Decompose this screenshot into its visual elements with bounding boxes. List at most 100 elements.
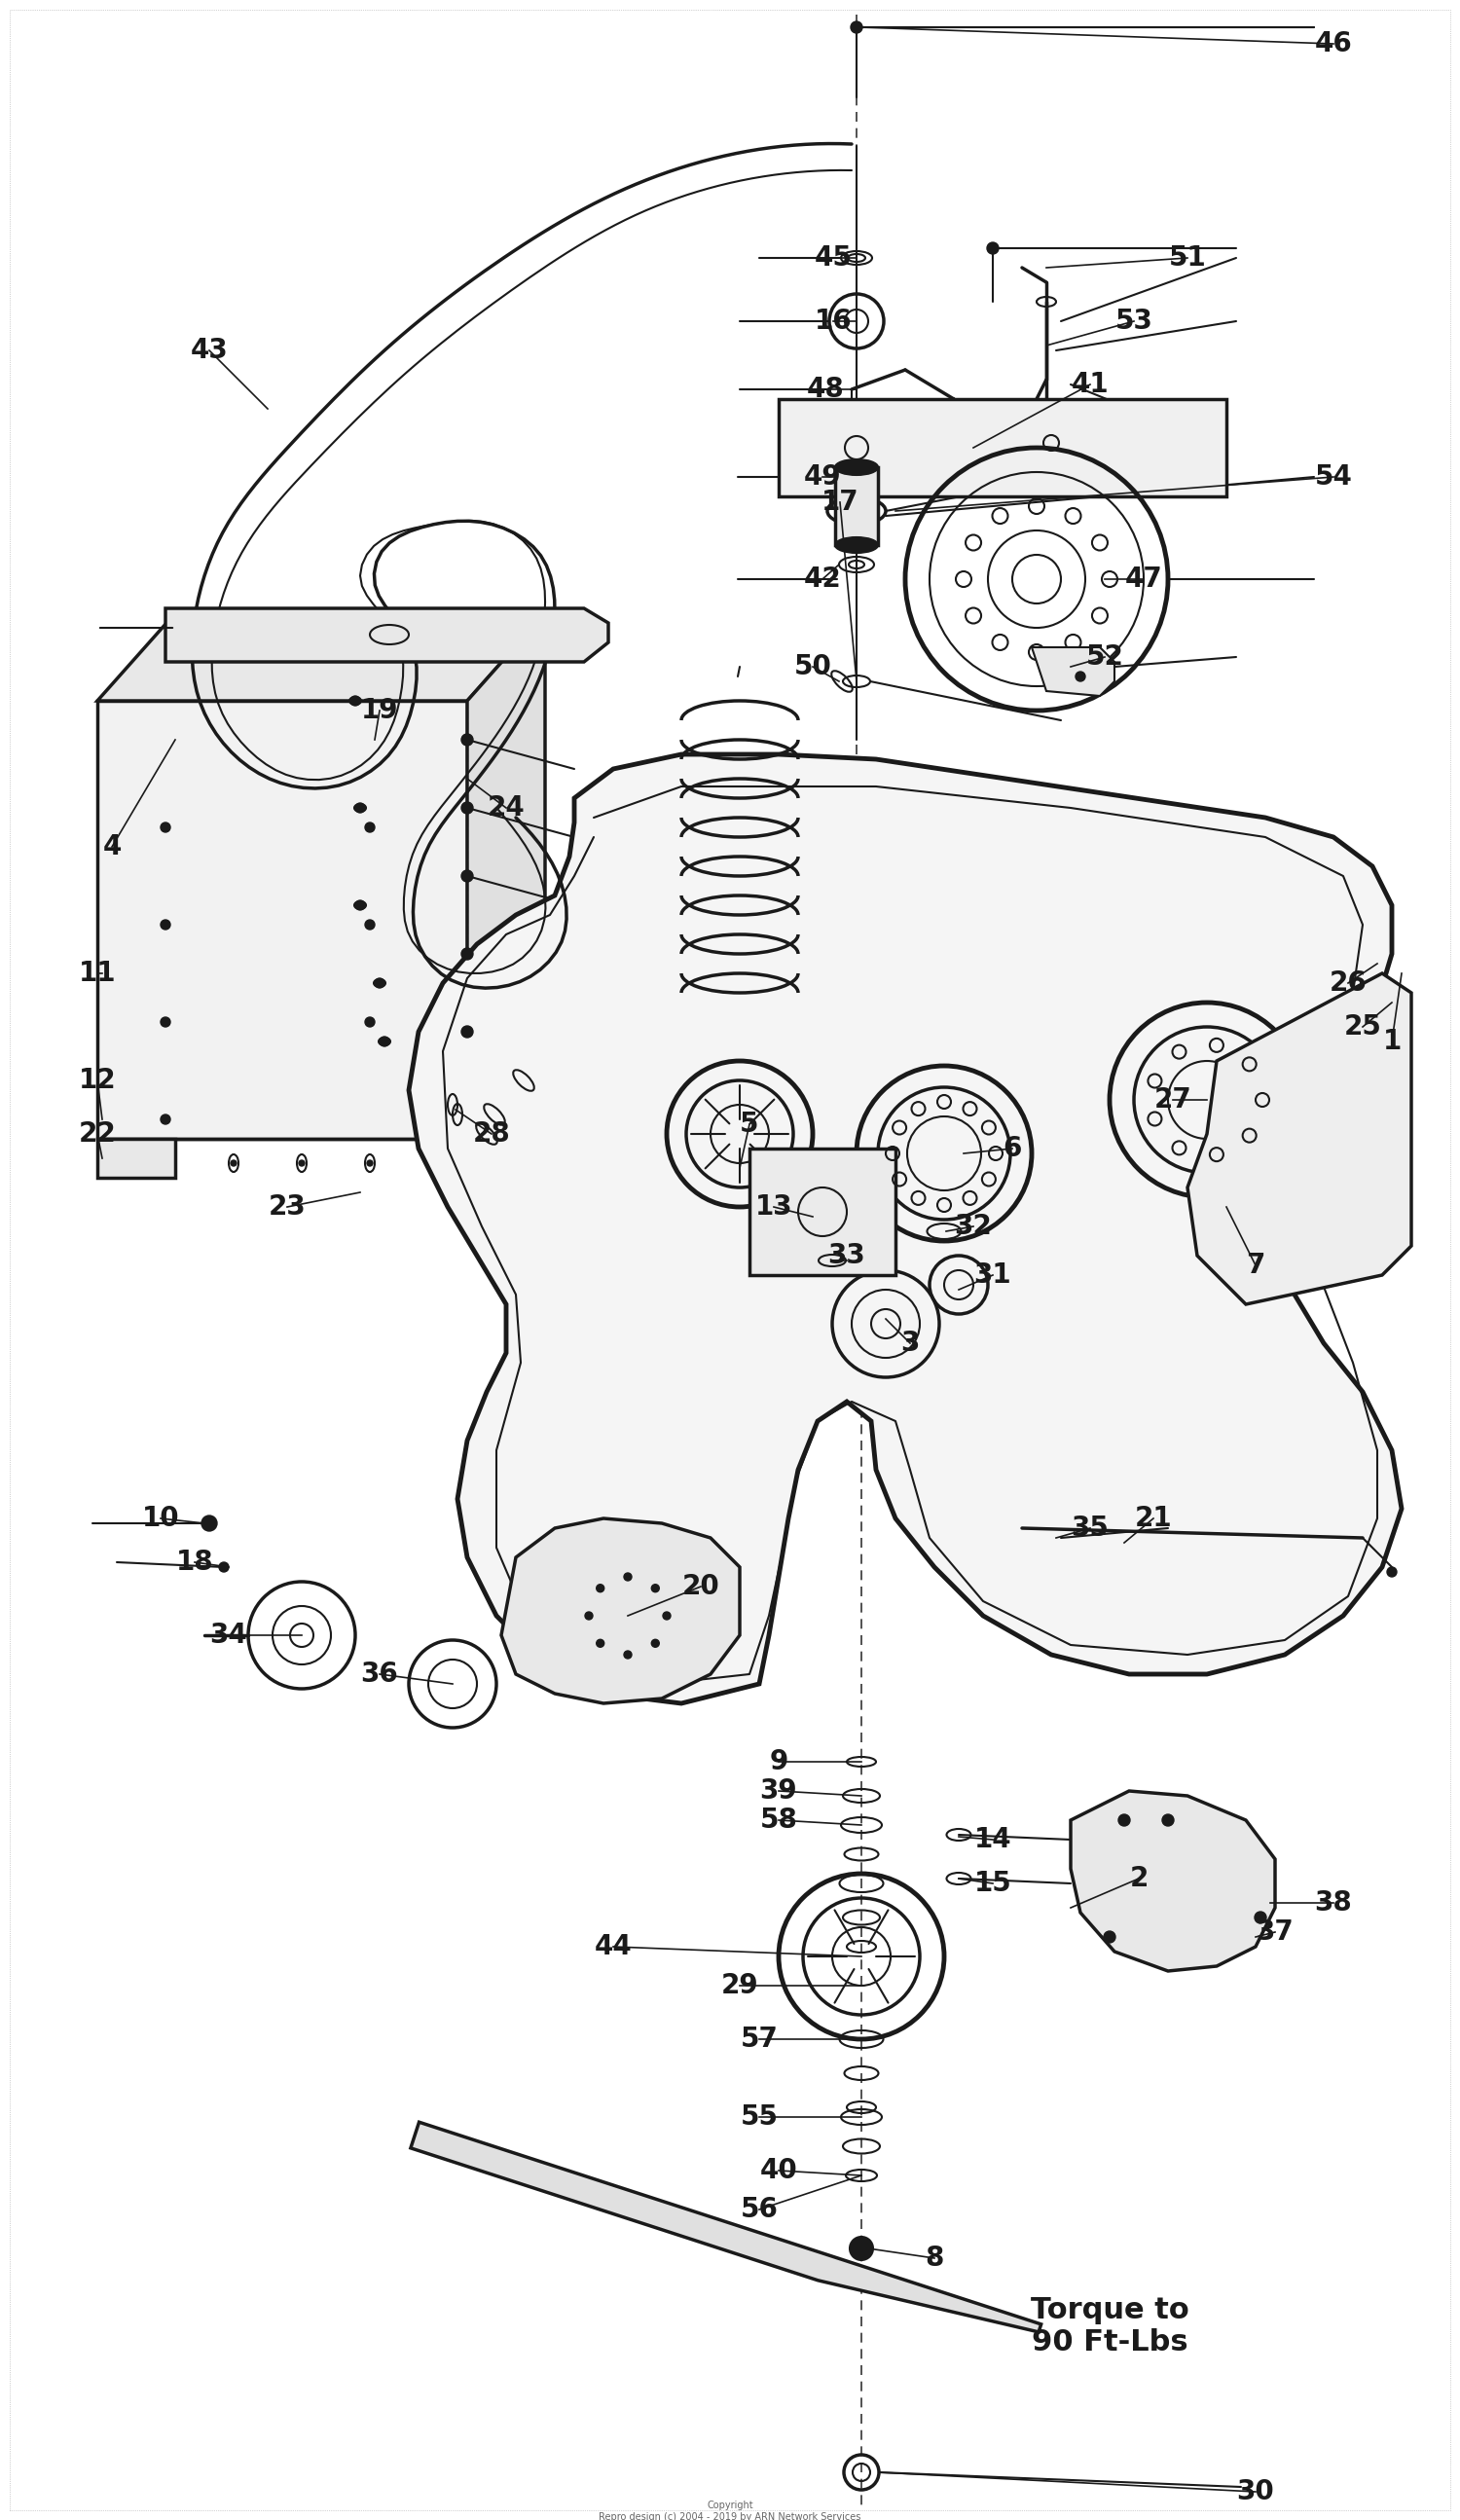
Circle shape bbox=[850, 2238, 873, 2260]
Circle shape bbox=[1076, 673, 1085, 680]
Text: 28: 28 bbox=[473, 1121, 511, 1147]
Circle shape bbox=[1387, 1567, 1397, 1578]
Circle shape bbox=[1162, 1814, 1174, 1827]
Polygon shape bbox=[175, 612, 545, 643]
Text: 24: 24 bbox=[488, 794, 526, 822]
Circle shape bbox=[461, 1026, 473, 1038]
Circle shape bbox=[596, 1585, 604, 1593]
Text: 6: 6 bbox=[1003, 1134, 1022, 1162]
Polygon shape bbox=[98, 1139, 175, 1177]
Circle shape bbox=[1254, 1913, 1266, 1923]
Circle shape bbox=[375, 978, 384, 988]
Text: 3: 3 bbox=[901, 1331, 920, 1356]
Polygon shape bbox=[165, 607, 609, 663]
Text: 55: 55 bbox=[740, 2104, 778, 2132]
Text: 57: 57 bbox=[740, 2026, 778, 2054]
Circle shape bbox=[1118, 1814, 1130, 1827]
Text: 15: 15 bbox=[974, 1870, 1012, 1898]
Circle shape bbox=[355, 804, 365, 814]
Circle shape bbox=[161, 1018, 171, 1026]
Text: 11: 11 bbox=[79, 960, 117, 988]
Text: 18: 18 bbox=[175, 1550, 213, 1575]
Polygon shape bbox=[98, 701, 467, 1139]
Text: 41: 41 bbox=[1072, 370, 1110, 398]
Text: 20: 20 bbox=[682, 1572, 720, 1600]
Polygon shape bbox=[1070, 1792, 1275, 1971]
Text: 33: 33 bbox=[828, 1242, 866, 1270]
Polygon shape bbox=[835, 466, 877, 544]
Polygon shape bbox=[410, 2122, 1041, 2331]
Text: 27: 27 bbox=[1153, 1086, 1191, 1114]
Text: 4: 4 bbox=[102, 834, 121, 859]
Ellipse shape bbox=[835, 537, 877, 552]
Text: 25: 25 bbox=[1343, 1013, 1381, 1041]
Text: 37: 37 bbox=[1256, 1918, 1294, 1945]
Polygon shape bbox=[467, 612, 545, 1139]
Text: 12: 12 bbox=[79, 1066, 117, 1094]
Text: 48: 48 bbox=[806, 375, 844, 403]
Circle shape bbox=[299, 1159, 305, 1167]
Text: 5: 5 bbox=[740, 1111, 759, 1139]
Text: 19: 19 bbox=[361, 698, 399, 723]
Text: 49: 49 bbox=[803, 464, 841, 491]
Ellipse shape bbox=[835, 459, 877, 474]
Circle shape bbox=[1104, 1930, 1115, 1943]
Text: 32: 32 bbox=[955, 1212, 993, 1240]
Circle shape bbox=[350, 696, 361, 706]
Circle shape bbox=[987, 242, 999, 255]
Text: 10: 10 bbox=[142, 1504, 180, 1532]
Circle shape bbox=[365, 920, 375, 930]
Circle shape bbox=[851, 20, 863, 33]
Circle shape bbox=[355, 900, 365, 910]
Text: 30: 30 bbox=[1237, 2477, 1275, 2505]
Circle shape bbox=[380, 1036, 390, 1046]
Circle shape bbox=[651, 1641, 660, 1648]
Circle shape bbox=[651, 1585, 660, 1593]
Text: 36: 36 bbox=[361, 1661, 399, 1688]
Text: Copyright
Repro design (c) 2004 - 2019 by ARN Network Services: Copyright Repro design (c) 2004 - 2019 b… bbox=[599, 2500, 861, 2520]
Circle shape bbox=[365, 1018, 375, 1026]
Polygon shape bbox=[1032, 648, 1114, 696]
Text: 38: 38 bbox=[1314, 1890, 1352, 1918]
Circle shape bbox=[161, 822, 171, 832]
Circle shape bbox=[623, 1572, 632, 1580]
Text: Torque to
90 Ft-Lbs: Torque to 90 Ft-Lbs bbox=[1031, 2296, 1188, 2356]
Text: 47: 47 bbox=[1124, 564, 1162, 592]
Text: 21: 21 bbox=[1134, 1504, 1172, 1532]
Circle shape bbox=[365, 822, 375, 832]
Polygon shape bbox=[778, 398, 1226, 496]
Text: 9: 9 bbox=[769, 1749, 788, 1777]
Polygon shape bbox=[1187, 973, 1412, 1305]
Text: 44: 44 bbox=[594, 1933, 632, 1961]
Circle shape bbox=[585, 1613, 593, 1620]
Text: 54: 54 bbox=[1314, 464, 1352, 491]
Circle shape bbox=[161, 920, 171, 930]
Polygon shape bbox=[501, 1520, 740, 1704]
Text: 56: 56 bbox=[740, 2195, 778, 2223]
Polygon shape bbox=[409, 753, 1402, 1704]
Text: 23: 23 bbox=[269, 1194, 307, 1220]
Circle shape bbox=[219, 1562, 229, 1572]
Text: 17: 17 bbox=[821, 489, 858, 517]
Circle shape bbox=[461, 733, 473, 746]
Text: 29: 29 bbox=[721, 1973, 759, 1998]
Text: 51: 51 bbox=[1168, 244, 1206, 272]
Circle shape bbox=[461, 948, 473, 960]
Circle shape bbox=[663, 1613, 670, 1620]
Text: 16: 16 bbox=[815, 307, 853, 335]
Text: 42: 42 bbox=[803, 564, 841, 592]
Text: 8: 8 bbox=[926, 2245, 943, 2273]
Text: 2: 2 bbox=[1130, 1865, 1148, 1893]
Text: 45: 45 bbox=[815, 244, 853, 272]
Circle shape bbox=[231, 1159, 237, 1167]
Circle shape bbox=[201, 1515, 218, 1532]
Text: 1: 1 bbox=[1383, 1028, 1402, 1056]
Circle shape bbox=[366, 1159, 372, 1167]
Text: 39: 39 bbox=[759, 1777, 797, 1804]
Circle shape bbox=[596, 1641, 604, 1648]
Text: 26: 26 bbox=[1329, 970, 1367, 998]
Text: 31: 31 bbox=[974, 1263, 1012, 1288]
Circle shape bbox=[161, 1114, 171, 1124]
Text: 40: 40 bbox=[759, 2157, 797, 2185]
Text: 22: 22 bbox=[79, 1121, 117, 1147]
